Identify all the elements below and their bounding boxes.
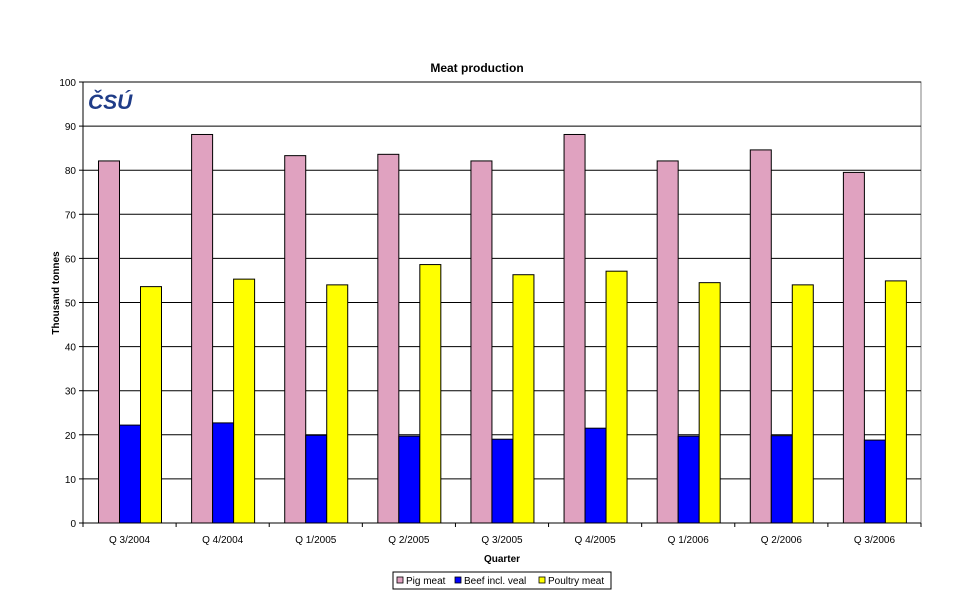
bar-poultry-meat-1 — [233, 278, 256, 524]
bar-beef-incl-veal-4 — [491, 438, 514, 524]
plot-area: 0 10 20 30 40 50 60 70 80 90 100 Q 3/2004 Q 4/2004 Q … — [59, 78, 922, 546]
bar-beef-incl-veal-5 — [584, 427, 607, 524]
x-tick-label: Q 1/2005 — [295, 535, 337, 546]
csu-logo: ČSÚ — [88, 90, 133, 114]
y-tick-label: 50 — [65, 299, 77, 310]
y-tick-label: 20 — [65, 431, 77, 442]
bar-beef-incl-veal-1 — [212, 422, 235, 524]
bar-pig-meat-6 — [656, 160, 679, 524]
x-tick-label: Q 2/2006 — [761, 535, 803, 546]
y-tick-label: 10 — [65, 475, 77, 486]
x-tick-label: Q 2/2005 — [388, 535, 430, 546]
y-tick-label: 90 — [65, 122, 77, 133]
legend-label: Pig meat — [406, 576, 446, 587]
bar-poultry-meat-5 — [605, 270, 628, 524]
bar-pig-meat-4 — [470, 160, 493, 524]
x-tick-label: Q 3/2005 — [481, 535, 523, 546]
bar-poultry-meat-6 — [698, 282, 721, 524]
bar-poultry-meat-3 — [419, 264, 442, 524]
y-tick-label: 60 — [65, 254, 77, 265]
y-axis-label: Thousand tonnes — [51, 251, 62, 335]
x-tick-label: Q 4/2004 — [202, 535, 244, 546]
bar-poultry-meat-7 — [791, 284, 814, 524]
legend-swatch — [454, 576, 462, 584]
x-tick-label: Q 4/2005 — [575, 535, 617, 546]
y-tick-label: 70 — [65, 210, 77, 221]
y-tick-label: 40 — [65, 343, 77, 354]
bar-poultry-meat-4 — [512, 274, 535, 524]
bar-beef-incl-veal-2 — [305, 434, 328, 524]
legend: Pig meat Beef incl. veal Poultry meat — [392, 571, 612, 590]
y-tick-label: 30 — [65, 387, 77, 398]
bar-poultry-meat-8 — [884, 280, 907, 524]
logo-text: ČSÚ — [88, 90, 133, 114]
bar-pig-meat-3 — [377, 153, 400, 524]
bar-beef-incl-veal-6 — [677, 435, 700, 524]
x-tick-label: Q 1/2006 — [668, 535, 710, 546]
legend-swatch — [396, 576, 404, 584]
bar-pig-meat-0 — [98, 160, 120, 524]
legend-swatch — [538, 576, 546, 584]
bar-poultry-meat-0 — [140, 286, 162, 524]
bar-beef-incl-veal-3 — [398, 435, 421, 524]
bar-pig-meat-5 — [563, 133, 586, 524]
legend-label: Beef incl. veal — [464, 576, 526, 587]
bar-beef-incl-veal-0 — [119, 424, 141, 524]
bar-pig-meat-7 — [749, 149, 772, 524]
y-tick-label: 80 — [65, 166, 77, 177]
y-tick-label: 100 — [59, 78, 76, 89]
bar-beef-incl-veal-8 — [863, 439, 886, 524]
bar-pig-meat-2 — [284, 155, 307, 524]
x-axis-label: Quarter — [484, 554, 520, 565]
bar-poultry-meat-2 — [326, 284, 349, 524]
legend-box — [392, 571, 612, 590]
x-tick-label: Q 3/2006 — [854, 535, 896, 546]
bar-pig-meat-8 — [842, 171, 865, 524]
y-tick-label: 0 — [70, 519, 76, 530]
x-tick-label: Q 3/2004 — [109, 535, 151, 546]
legend-label: Poultry meat — [548, 576, 604, 587]
bar-beef-incl-veal-7 — [770, 435, 793, 524]
chart-title: Meat production — [430, 61, 523, 75]
bar-pig-meat-1 — [191, 133, 214, 524]
